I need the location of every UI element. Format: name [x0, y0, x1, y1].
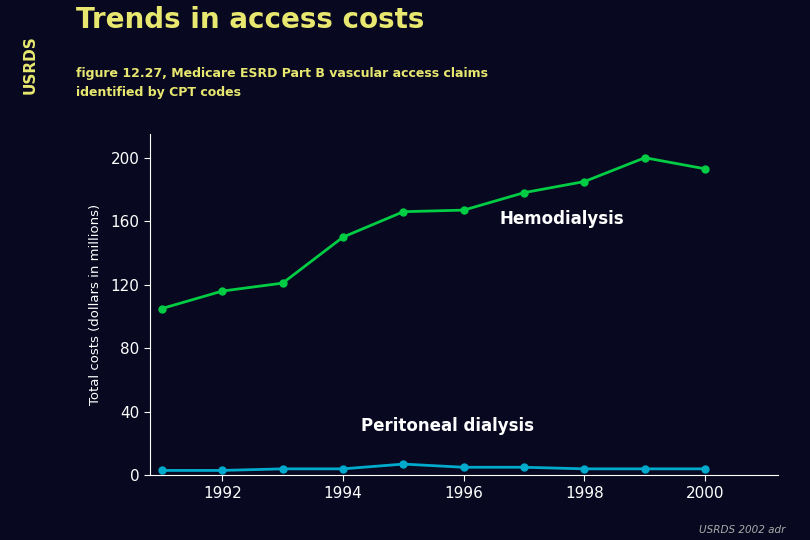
Y-axis label: Total costs (dollars in millions): Total costs (dollars in millions)	[89, 204, 102, 405]
Text: USRDS 2002 adr: USRDS 2002 adr	[699, 524, 786, 535]
Text: figure 12.27, Medicare ESRD Part B vascular access claims
identified by CPT code: figure 12.27, Medicare ESRD Part B vascu…	[76, 68, 488, 99]
Text: Peritoneal dialysis: Peritoneal dialysis	[361, 417, 534, 435]
Text: Hemodialysis: Hemodialysis	[500, 211, 625, 228]
Text: Trends in access costs: Trends in access costs	[76, 6, 424, 35]
Text: USRDS: USRDS	[23, 36, 38, 94]
